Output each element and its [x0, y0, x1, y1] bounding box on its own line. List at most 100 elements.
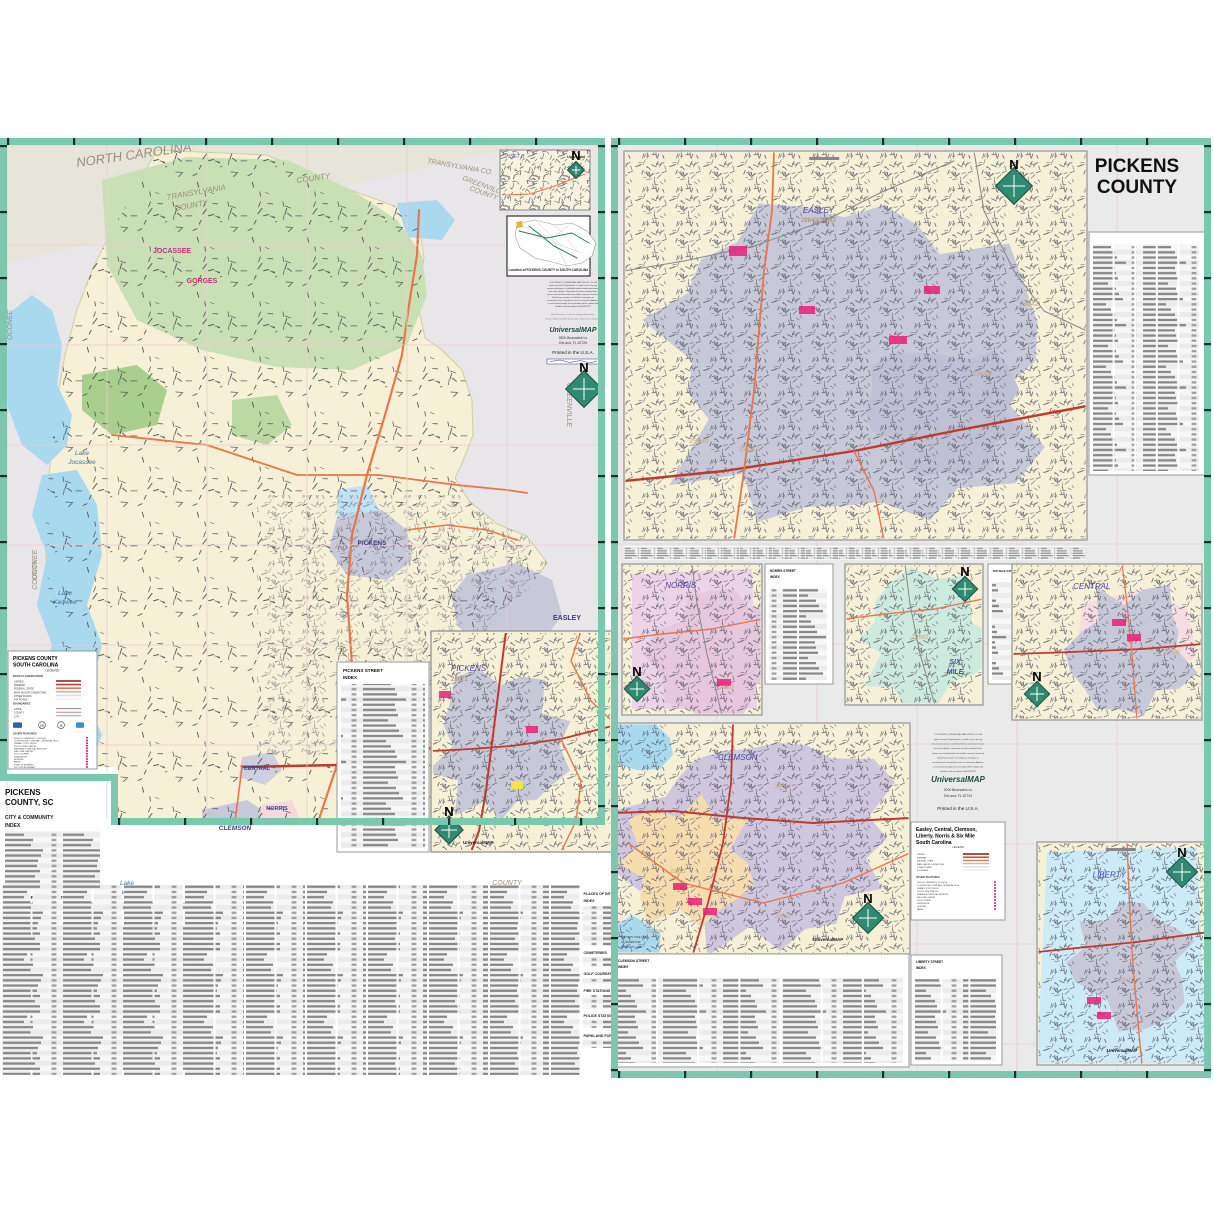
- svg-text:123: 123: [40, 724, 45, 727]
- svg-text:MILE: MILE: [947, 669, 964, 676]
- svg-text:CLEMSON STREET: CLEMSON STREET: [618, 959, 650, 963]
- svg-text:29642: 29642: [739, 446, 759, 453]
- svg-text:LIBERTY: LIBERTY: [1093, 871, 1127, 880]
- svg-text:29642: 29642: [972, 371, 992, 378]
- svg-text:COURTHOUSE, TOWN HALL, MUNICIP: COURTHOUSE, TOWN HALL, MUNICIPAL BLDG: [14, 739, 59, 742]
- svg-text:or corrections brought to our: or corrections brought to our attention …: [933, 766, 983, 769]
- svg-text:PICKENS STREET: PICKENS STREET: [343, 668, 383, 673]
- svg-text:from the publisher. Informatio: from the publisher. Information has been…: [934, 747, 983, 750]
- svg-text:EMERGENCY MEDICAL SERVICES: EMERGENCY MEDICAL SERVICES: [917, 893, 949, 896]
- svg-text:PICKENS: PICKENS: [1095, 156, 1179, 177]
- svg-text:N: N: [960, 564, 969, 579]
- svg-text:LIBRARY, POST OFFICE: LIBRARY, POST OFFICE: [917, 887, 939, 890]
- svg-text:INDEX: INDEX: [5, 823, 21, 829]
- svg-text:DeLand, FL 32724: DeLand, FL 32724: [944, 794, 972, 798]
- svg-text:29640/29642: 29640/29642: [801, 218, 837, 224]
- svg-text:2000 Brunswick Ln: 2000 Brunswick Ln: [944, 788, 973, 792]
- svg-text:EMERGENCY MEDICAL SERVICES: EMERGENCY MEDICAL SERVICES: [14, 747, 48, 750]
- svg-text:4X4 ROADS: 4X4 ROADS: [14, 699, 28, 702]
- svg-text:OF RESERVOIR: OF RESERVOIR: [621, 940, 641, 944]
- svg-text:Location of PICKENS COUNTY in: Location of PICKENS COUNTY in SOUTH CARO…: [509, 268, 590, 272]
- svg-text:various sources believed to be: various sources believed to be reliable;…: [547, 293, 600, 296]
- svg-text:JOCASSEE: JOCASSEE: [153, 248, 191, 255]
- svg-text:PARKS: PARKS: [14, 761, 21, 764]
- svg-text:SUBDIVISION: SUBDIVISION: [917, 903, 930, 905]
- svg-text:N: N: [571, 148, 580, 163]
- svg-text:MapGroup assumes no liability: MapGroup assumes no liability for damage…: [552, 296, 594, 299]
- svg-text:FREEWAY: FREEWAY: [14, 684, 26, 687]
- svg-text:HOSPITAL: HOSPITAL: [917, 905, 926, 908]
- svg-text:SCHOOL, UNIVERSITY, COLLEGE: SCHOOL, UNIVERSITY, COLLEGE: [917, 882, 948, 884]
- svg-text:COUNTY, SC: COUNTY, SC: [5, 798, 54, 807]
- svg-text:N: N: [1009, 157, 1018, 172]
- svg-text:SIX: SIX: [949, 659, 962, 666]
- svg-text:LEGEND: LEGEND: [952, 845, 964, 849]
- svg-text:29642: 29642: [1019, 301, 1039, 308]
- svg-text:OTHER ROADS: OTHER ROADS: [917, 866, 932, 869]
- svg-text:GORGES: GORGES: [187, 278, 218, 285]
- svg-text:PICKENS COUNTY: PICKENS COUNTY: [13, 656, 58, 662]
- svg-text:FIRE STATIONS: FIRE STATIONS: [584, 989, 611, 993]
- svg-text:INSET B: INSET B: [505, 154, 525, 160]
- svg-text:OCONEE: OCONEE: [7, 310, 14, 341]
- svg-text:N: N: [863, 891, 872, 906]
- svg-text:POLICE, FIRE STATION: POLICE, FIRE STATION: [917, 890, 938, 893]
- svg-text:BOUNDARIES: BOUNDARIES: [13, 702, 31, 706]
- svg-text:Jocassee: Jocassee: [67, 459, 96, 466]
- svg-text:LIBRARY, POST OFFICE: LIBRARY, POST OFFICE: [14, 742, 37, 745]
- svg-text:COUNTY: COUNTY: [14, 712, 24, 715]
- svg-text:Universal Map is not liable fo: Universal Map is not liable for damages …: [545, 318, 601, 321]
- svg-text:29633: 29633: [670, 869, 685, 875]
- svg-text:various sources believed to be: various sources believed to be reliable;…: [932, 752, 985, 755]
- svg-text:UniversalMAP: UniversalMAP: [463, 840, 493, 845]
- svg-text:INDEX: INDEX: [343, 675, 358, 680]
- svg-text:Printed in the U.S.A.: Printed in the U.S.A.: [552, 350, 594, 355]
- svg-text:OTHER FEATURES: OTHER FEATURES: [13, 731, 37, 735]
- svg-text:N: N: [1032, 669, 1041, 684]
- svg-text:NORRIS: NORRIS: [665, 581, 697, 590]
- svg-text:rights reserved. Reproduction,: rights reserved. Reproduction, in whole …: [549, 284, 597, 287]
- svg-text:CENTRAL: CENTRAL: [244, 766, 271, 772]
- svg-text:inconveniences arising from er: inconveniences arising from errors or om…: [547, 299, 599, 302]
- svg-text:STATE: STATE: [14, 708, 22, 711]
- svg-text:COPYRIGHT (C) UNIVERSAL MAP GR: COPYRIGHT (C) UNIVERSAL MAP GROUP, LLC. …: [549, 281, 597, 284]
- svg-text:OTHER FEATURES: OTHER FEATURES: [916, 875, 940, 879]
- svg-text:COURTHOUSE, TOWN HALL, MUNICIP: COURTHOUSE, TOWN HALL, MUNICIPAL BLDG: [917, 884, 960, 887]
- svg-text:29631: 29631: [775, 914, 792, 920]
- svg-text:CEMETERIES: CEMETERIES: [584, 951, 608, 955]
- svg-text:UniversalMAP: UniversalMAP: [813, 937, 843, 942]
- svg-text:Lake: Lake: [75, 450, 89, 457]
- svg-text:N: N: [444, 804, 453, 819]
- svg-text:UniversalMAP: UniversalMAP: [549, 327, 596, 334]
- svg-text:29640: 29640: [689, 438, 709, 445]
- svg-text:2800 Brunswick Ln: 2800 Brunswick Ln: [559, 336, 588, 340]
- svg-text:LIBERTY STREET: LIBERTY STREET: [916, 960, 943, 964]
- svg-text:GOLF COURSE: GOLF COURSE: [917, 900, 932, 902]
- svg-text:DeLand, FL 32724: DeLand, FL 32724: [559, 341, 587, 345]
- svg-text:COPYRIGHT (C) UNIVERSAL MAP GR: COPYRIGHT (C) UNIVERSAL MAP GROUP, LLC. …: [934, 733, 982, 736]
- svg-text:Lake: Lake: [58, 590, 72, 597]
- svg-text:included in future editions.: included in future editions. 800-829-627…: [555, 305, 592, 308]
- svg-text:OTHER ROADS: OTHER ROADS: [14, 695, 32, 698]
- svg-text:or corrections brought to our: or corrections brought to our attention …: [548, 302, 598, 305]
- svg-text:4X4 ROADS: 4X4 ROADS: [917, 869, 929, 872]
- svg-text:included in future editions.: included in future editions. 800-829-627…: [940, 770, 977, 773]
- svg-text:POLICE, FIRE STATION: POLICE, FIRE STATION: [14, 745, 36, 748]
- svg-text:UniversalMAP: UniversalMAP: [931, 775, 985, 784]
- svg-text:ROAD CLASSIFICATION: ROAD CLASSIFICATION: [13, 674, 43, 678]
- svg-text:NORRIS STREET: NORRIS STREET: [770, 569, 796, 573]
- svg-text:NORRIS: NORRIS: [266, 806, 288, 812]
- svg-text:MAIN, MAJOR CONNECTING: MAIN, MAJOR CONNECTING: [917, 863, 945, 866]
- svg-text:INDEX: INDEX: [770, 575, 781, 579]
- svg-text:EASTERN TAKE LINE: EASTERN TAKE LINE: [621, 935, 647, 939]
- svg-text:ZIP CODE BOUNDARY: ZIP CODE BOUNDARY: [14, 766, 36, 769]
- svg-text:MAIN, MAJOR CONNECTING: MAIN, MAJOR CONNECTING: [14, 691, 47, 694]
- svg-text:IN COUNTY LINE: IN COUNTY LINE: [621, 945, 642, 949]
- svg-text:EASLEY: EASLEY: [553, 615, 581, 622]
- svg-text:FEDERAL, STATE: FEDERAL, STATE: [14, 688, 34, 691]
- svg-text:UniversalMAP: UniversalMAP: [1107, 1048, 1137, 1053]
- svg-text:Easley, Central, Clemson,: Easley, Central, Clemson,: [916, 827, 977, 833]
- svg-text:CENTRAL: CENTRAL: [1073, 582, 1110, 591]
- svg-text:Liberty, Norris & Six Mile: Liberty, Norris & Six Mile: [916, 834, 975, 840]
- svg-text:N: N: [1177, 845, 1186, 860]
